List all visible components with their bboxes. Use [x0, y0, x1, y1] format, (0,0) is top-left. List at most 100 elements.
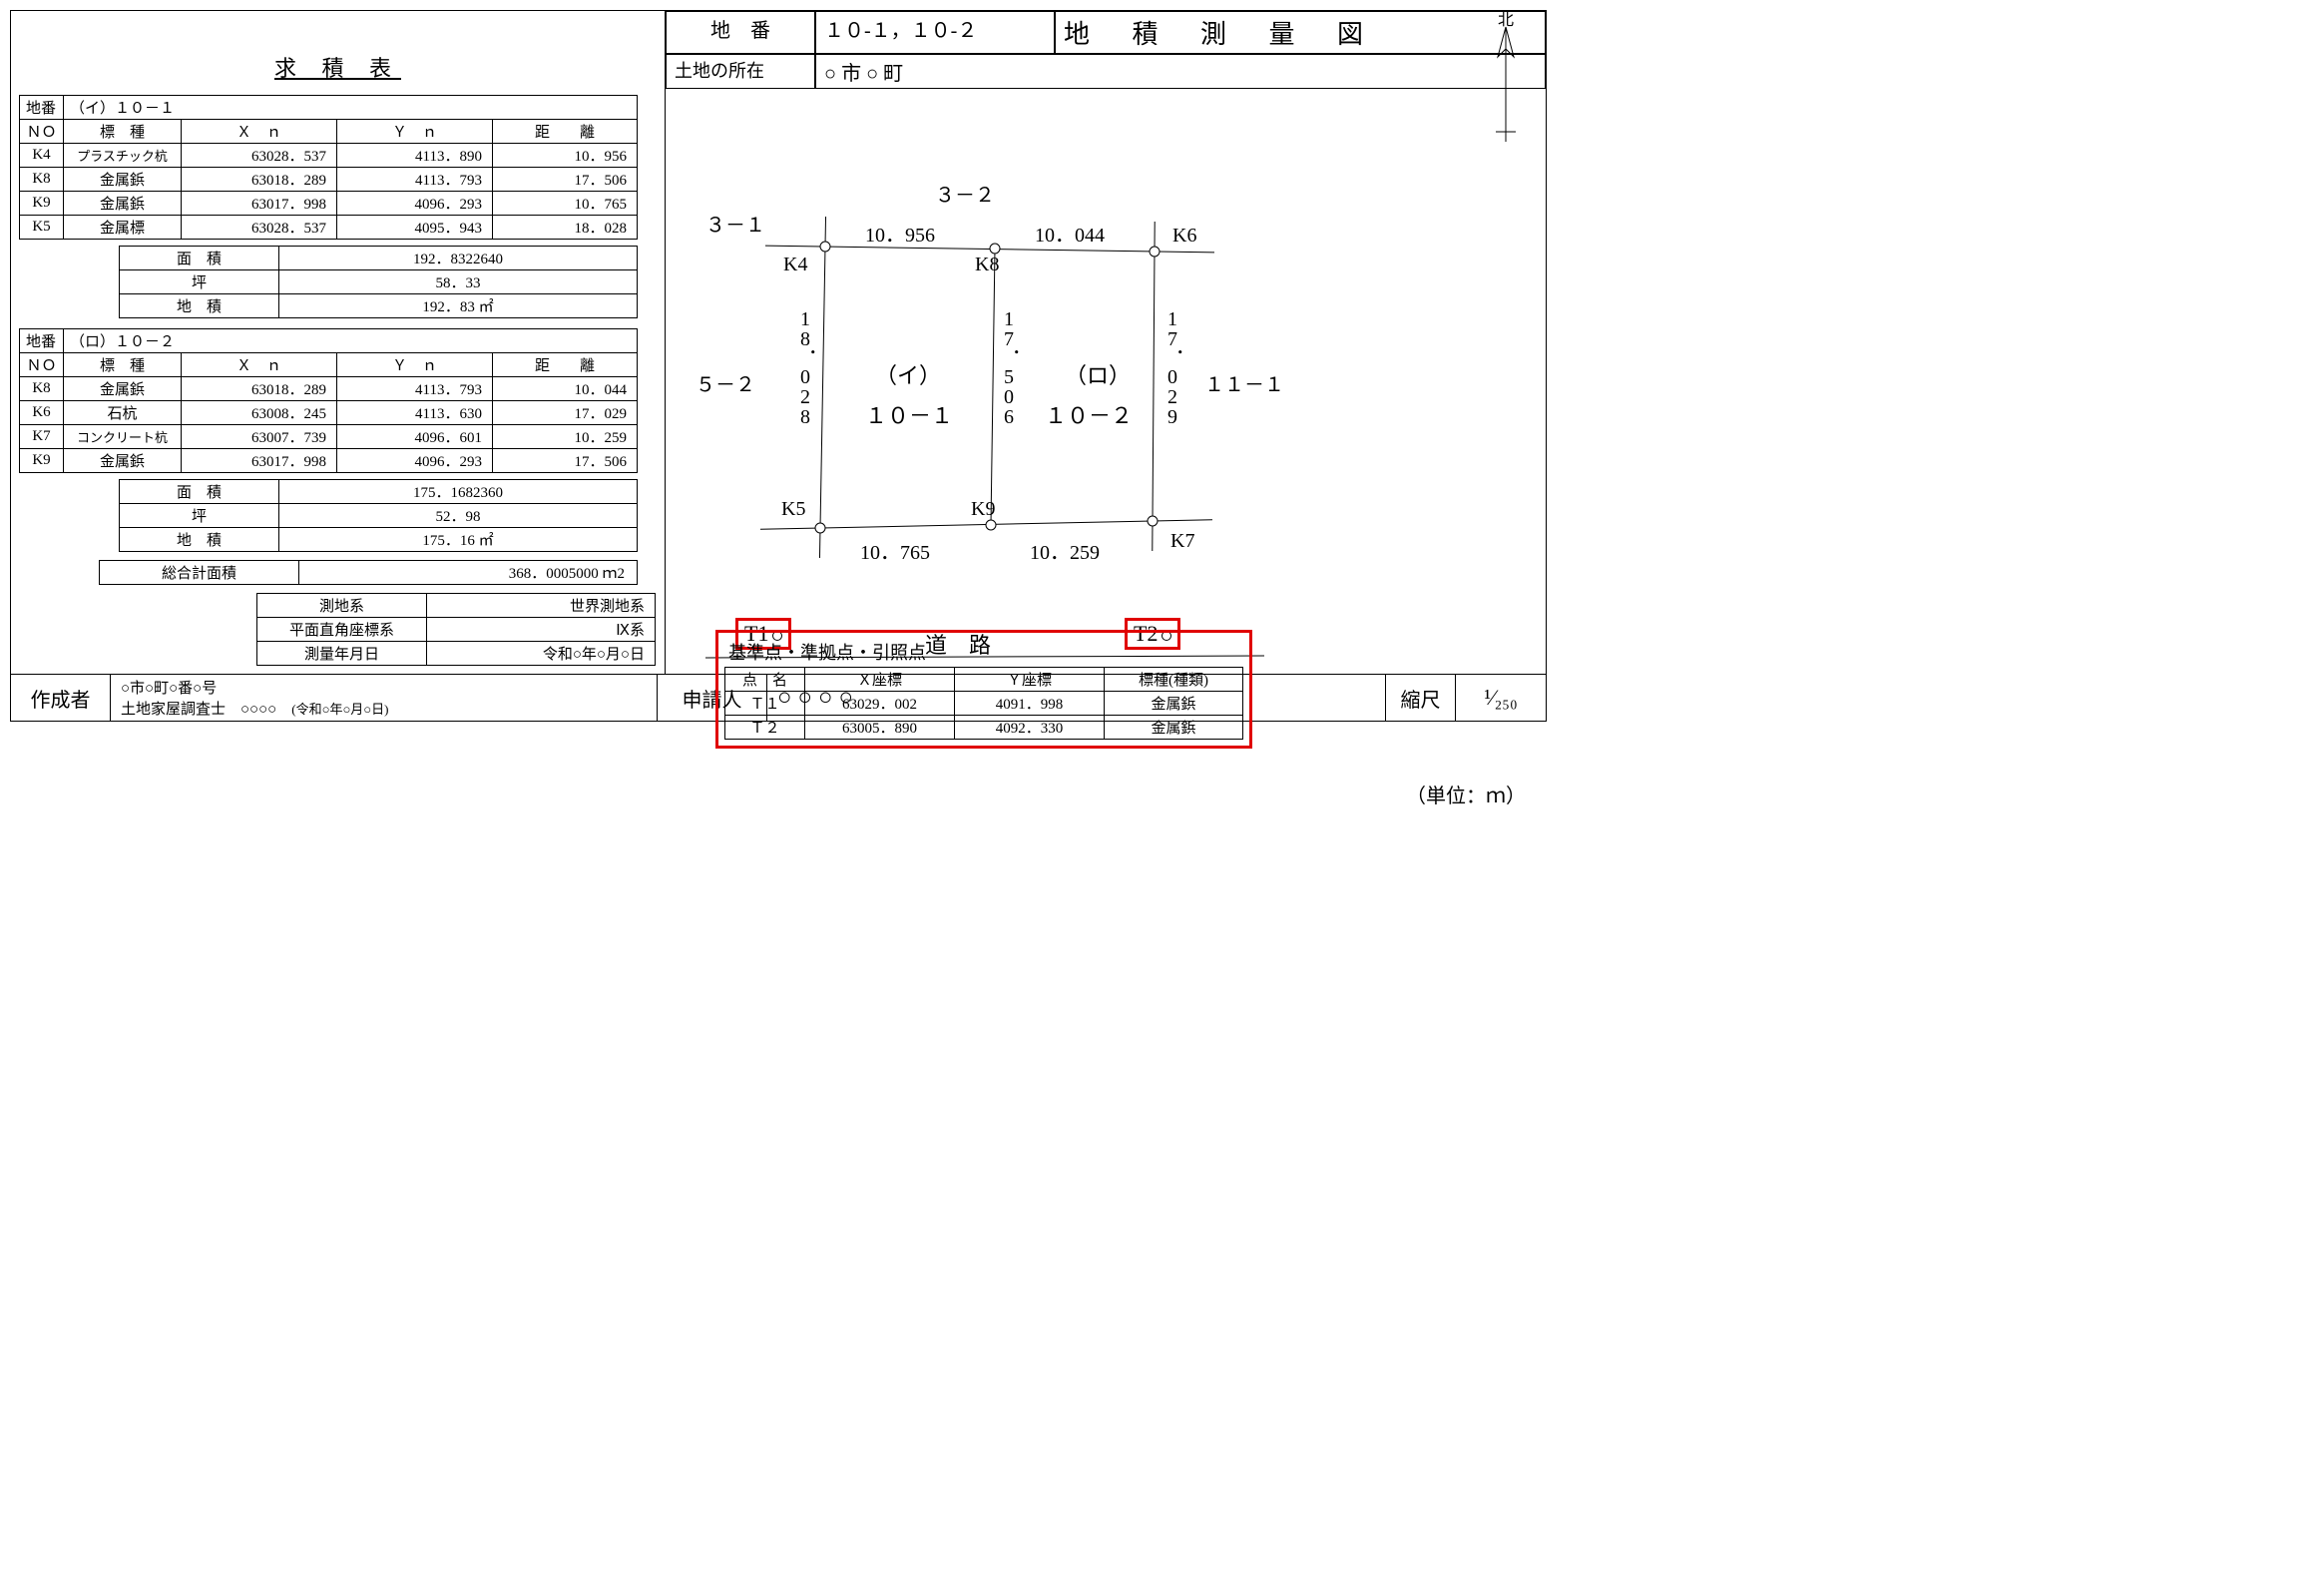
survey-point-icon	[990, 244, 1000, 254]
lot2-menseki-v: 175．1682360	[279, 480, 638, 504]
north-label: 北	[1498, 11, 1514, 29]
table-row: K6石杭63008．2454113．63017．029	[20, 401, 638, 425]
cell-y: 4091．998	[955, 692, 1105, 716]
cell-yn: 4113．630	[337, 401, 493, 425]
parcel-r-l: （ロ）	[1065, 358, 1131, 390]
cell-xn: 63018．289	[182, 377, 337, 401]
cell-no: K8	[20, 377, 64, 401]
dist-k8k9: 17．506	[995, 308, 1024, 426]
meta-r3v: 令和○年○月○日	[427, 642, 656, 666]
cell-xn: 63008．245	[182, 401, 337, 425]
survey-point-icon	[1148, 516, 1158, 526]
dist-k9k7: 10．259	[1030, 536, 1100, 565]
pt-k7-label: K7	[1170, 530, 1194, 553]
cell-dist: 10．259	[493, 425, 638, 449]
col-yn: Ｙ ｎ	[337, 353, 493, 377]
parcel-r-n: １０－２	[1045, 398, 1133, 430]
ref-title: 基準点・準拠点・引照点	[724, 637, 1243, 667]
col-no: ＮＯ	[20, 353, 64, 377]
lot1-table: 地番（イ）１０－１ ＮＯ 標 種 Ｘ ｎ Ｙ ｎ 距 離 K4プラスチック杭63…	[19, 95, 638, 240]
cell-type: 金属鋲	[1105, 716, 1243, 740]
lot2-chibanu-label: 地番	[20, 329, 64, 353]
cell-xn: 63018．289	[182, 168, 337, 192]
lot1-tsubo-v: 58．33	[279, 270, 638, 294]
ref-col-name: 点 名	[725, 668, 805, 692]
cell-type: 金属鋲	[64, 192, 182, 216]
cell-type: 金属鋲	[64, 168, 182, 192]
survey-point-icon	[1150, 247, 1160, 257]
adj-e: １１－１	[1204, 368, 1284, 397]
survey-diagram: ３－１ ３－２ ５－２ １１－１ 道 路 10．956 10．044 18．02…	[666, 99, 1534, 658]
cell-no: K9	[20, 192, 64, 216]
cell-dist: 10．044	[493, 377, 638, 401]
cell-no: K8	[20, 168, 64, 192]
lot1-chiseki-v: 192．83 ㎡	[279, 294, 638, 318]
col-yn: Ｙ ｎ	[337, 120, 493, 144]
meta-r2v: Ⅸ系	[427, 618, 656, 642]
parcel-i-l: （イ）	[875, 358, 941, 390]
table-row: Ｔ２63005．8904092．330金属鋲	[725, 716, 1243, 740]
calc-table-title: 求 積 表	[19, 51, 657, 83]
adj-w: ５－２	[696, 368, 755, 397]
cell-x: 63029．002	[805, 692, 955, 716]
col-dist: 距 離	[493, 353, 638, 377]
cell-no: K7	[20, 425, 64, 449]
cell-type: 金属鋲	[64, 377, 182, 401]
cell-xn: 63028．537	[182, 216, 337, 240]
drawing-title: 地 積 測 量 図	[1055, 11, 1546, 54]
lot2-tsubo-v: 52．98	[279, 504, 638, 528]
survey-point-icon	[815, 523, 825, 533]
location-value: ○ 市 ○ 町	[815, 54, 1546, 89]
adj-nw: ３－１	[705, 209, 765, 238]
location-label: 土地の所在	[666, 54, 815, 89]
author-name: 土地家屋調査士 ○○○○	[121, 702, 276, 718]
pt-k9-label: K9	[971, 498, 995, 521]
author-addr: ○市○町○番○号	[121, 677, 647, 698]
dist-k6k7: 17．029	[1159, 308, 1187, 426]
cell-no: K4	[20, 144, 64, 168]
table-row: Ｔ１63029．0024091．998金属鋲	[725, 692, 1243, 716]
cell-yn: 4113．793	[337, 168, 493, 192]
col-type: 標 種	[64, 353, 182, 377]
pt-k4-label: K4	[783, 254, 807, 276]
reference-points-box: 基準点・準拠点・引照点 点 名 Ｘ座標 Ｙ座標 標種(種類) Ｔ１63029．0…	[715, 630, 1252, 749]
right-pane: 地 番 １０-１，１０-２ 地 積 測 量 図 土地の所在 ○ 市 ○ 町 北	[666, 11, 1546, 674]
chibanu-label: 地 番	[666, 11, 815, 54]
total-label: 総合計面積	[100, 561, 299, 585]
dist-k8k6: 10．044	[1035, 219, 1105, 248]
cell-name: Ｔ２	[725, 716, 805, 740]
col-no: ＮＯ	[20, 120, 64, 144]
table-row: K4プラスチック杭63028．5374113．89010．956	[20, 144, 638, 168]
cell-dist: 17．506	[493, 449, 638, 473]
lot1-summary: 面 積192．8322640 坪58．33 地 積192．83 ㎡	[119, 246, 638, 318]
meta-r3l: 測量年月日	[257, 642, 427, 666]
cell-yn: 4113．793	[337, 377, 493, 401]
meta-r2l: 平面直角座標系	[257, 618, 427, 642]
survey-point-icon	[986, 520, 996, 530]
col-xn: Ｘ ｎ	[182, 353, 337, 377]
lot2-chibanu: （ロ）１０－２	[64, 329, 638, 353]
table-row: K8金属鋲63018．2894113．79310．044	[20, 377, 638, 401]
cell-yn: 4095．943	[337, 216, 493, 240]
lot1-menseki-l: 面 積	[120, 247, 279, 270]
cell-yn: 4096．601	[337, 425, 493, 449]
lot2-table: 地番（ロ）１０－２ ＮＯ 標 種 Ｘ ｎ Ｙ ｎ 距 離 K8金属鋲63018．…	[19, 328, 638, 473]
table-row: K9金属鋲63017．9984096．29310．765	[20, 192, 638, 216]
table-row: K8金属鋲63018．2894113．79317．506	[20, 168, 638, 192]
meta-r1v: 世界測地系	[427, 594, 656, 618]
cell-dist: 17．506	[493, 168, 638, 192]
cell-dist: 17．029	[493, 401, 638, 425]
cell-type: 金属鋲	[1105, 692, 1243, 716]
lot2-tsubo-l: 坪	[120, 504, 279, 528]
ref-col-x: Ｘ座標	[805, 668, 955, 692]
lot2-menseki-l: 面 積	[120, 480, 279, 504]
cell-type: 石杭	[64, 401, 182, 425]
col-type: 標 種	[64, 120, 182, 144]
lot1-menseki-v: 192．8322640	[279, 247, 638, 270]
cell-type: 金属標	[64, 216, 182, 240]
lot2-chiseki-l: 地 積	[120, 528, 279, 552]
chibanu-value: １０-１，１０-２	[815, 11, 1055, 54]
pt-k5-label: K5	[781, 498, 805, 521]
cell-dist: 10．956	[493, 144, 638, 168]
dist-k4k8: 10．956	[865, 219, 935, 248]
